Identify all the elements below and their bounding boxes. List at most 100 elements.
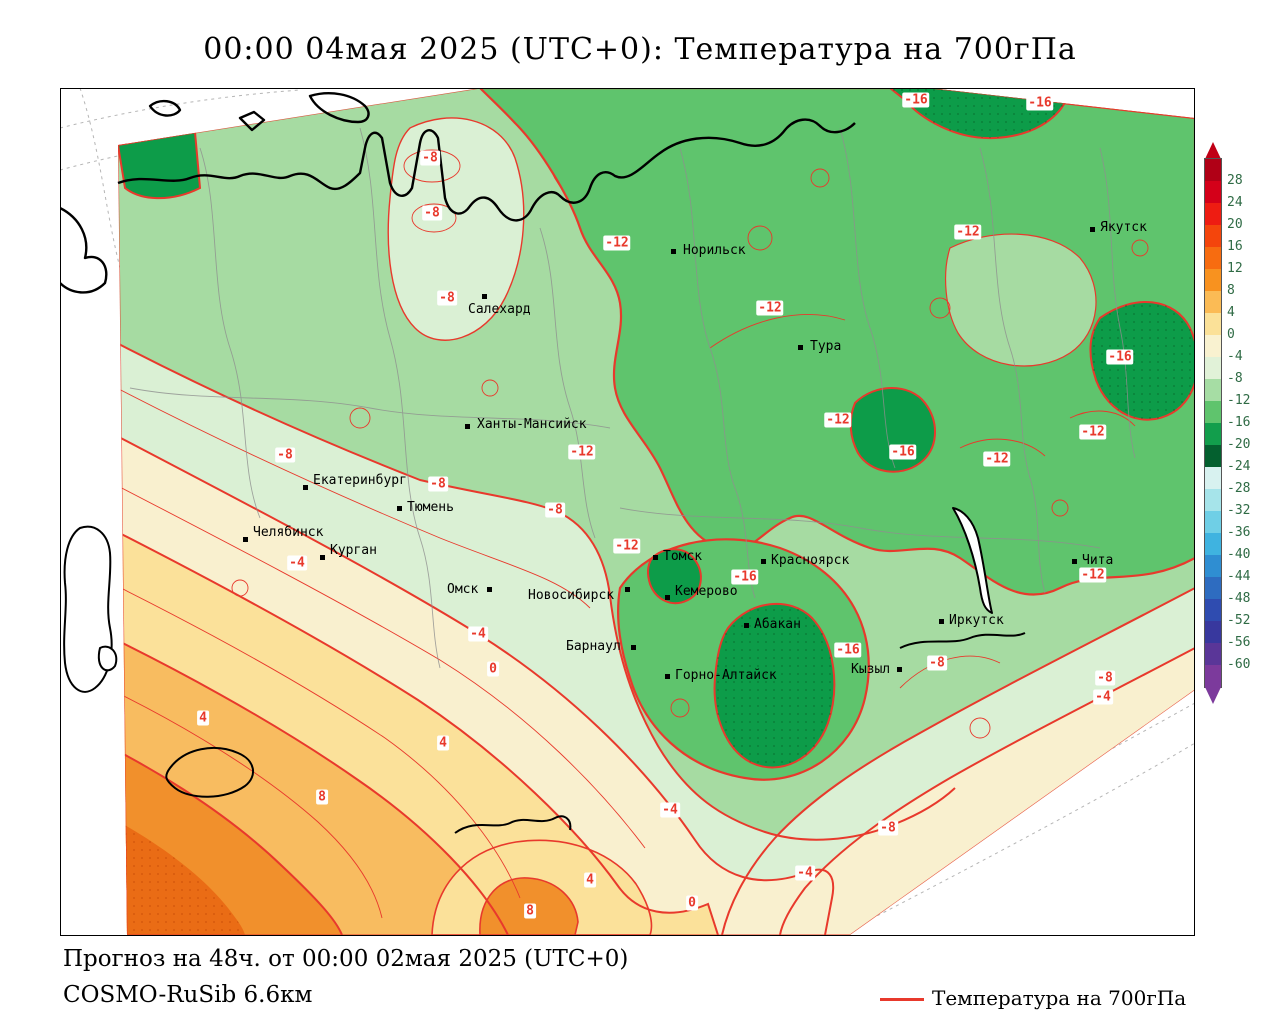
colorbar-cell bbox=[1205, 489, 1221, 511]
city-marker bbox=[798, 345, 803, 350]
city-label: Кемерово bbox=[675, 584, 738, 599]
city-label: Томск bbox=[663, 549, 703, 564]
colorbar-tick-label: 28 bbox=[1227, 173, 1243, 188]
colorbar-cell bbox=[1205, 225, 1221, 247]
contour-label: 0 bbox=[487, 661, 499, 677]
colorbar-cell bbox=[1205, 423, 1221, 445]
colorbar-cell bbox=[1205, 621, 1221, 643]
city-marker bbox=[631, 645, 636, 650]
city-label: Курган bbox=[330, 543, 377, 558]
city-marker bbox=[939, 619, 944, 624]
contour-label: -8 bbox=[1095, 670, 1115, 686]
city-marker bbox=[761, 559, 766, 564]
colorbar-cell bbox=[1205, 467, 1221, 489]
contour-label: -8 bbox=[927, 655, 947, 671]
colorbar-cell bbox=[1205, 445, 1221, 467]
colorbar-cell bbox=[1205, 247, 1221, 269]
model-info: COSMO-RuSib 6.6км bbox=[63, 982, 313, 1008]
colorbar-tick-label: -20 bbox=[1227, 437, 1251, 452]
colorbar-tick-label: 0 bbox=[1227, 327, 1235, 342]
city-label: Красноярск bbox=[771, 553, 850, 568]
contour-label: -8 bbox=[878, 820, 898, 836]
colorbar-cell bbox=[1205, 665, 1221, 687]
city-label: Омск bbox=[447, 582, 479, 597]
temperature-map-canvas bbox=[60, 88, 1195, 936]
city-label: Норильск bbox=[683, 243, 746, 258]
colorbar-cell bbox=[1205, 643, 1221, 665]
colorbar-cell bbox=[1205, 159, 1221, 181]
city-label: Горно-Алтайск bbox=[675, 668, 777, 683]
colorbar-tick-label: -12 bbox=[1227, 393, 1251, 408]
contour-label: -4 bbox=[1093, 689, 1113, 705]
forecast-info: Прогноз на 48ч. от 00:00 02мая 2025 (UTC… bbox=[63, 946, 629, 972]
contour-label: -12 bbox=[613, 538, 641, 554]
contour-label: -8 bbox=[422, 205, 442, 221]
contour-label: 4 bbox=[437, 735, 449, 751]
colorbar-tick-label: -60 bbox=[1227, 657, 1251, 672]
contour-label: -8 bbox=[545, 502, 565, 518]
colorbar-tick-label: -48 bbox=[1227, 591, 1251, 606]
contour-label: -8 bbox=[420, 150, 440, 166]
contour-label: -12 bbox=[1079, 567, 1107, 583]
contour-label: -12 bbox=[603, 235, 631, 251]
contour-label: -12 bbox=[983, 451, 1011, 467]
colorbar-cell bbox=[1205, 357, 1221, 379]
temperature-field bbox=[118, 88, 1195, 935]
city-label: Барнаул bbox=[566, 639, 621, 654]
city-marker bbox=[625, 587, 630, 592]
colorbar-tick-label: -52 bbox=[1227, 613, 1251, 628]
contour-label: -16 bbox=[731, 569, 759, 585]
admin-boundaries bbox=[129, 127, 1136, 669]
coastline bbox=[60, 92, 856, 294]
city-marker bbox=[243, 537, 248, 542]
city-marker bbox=[897, 667, 902, 672]
colorbar-tick-label: -4 bbox=[1227, 349, 1243, 364]
city-label: Кызыл bbox=[851, 662, 891, 677]
city-marker bbox=[1090, 227, 1095, 232]
colorbar-tick-label: -28 bbox=[1227, 481, 1251, 496]
city-label: Екатеринбург bbox=[313, 473, 407, 488]
temperature-colorbar bbox=[1204, 158, 1222, 688]
contour-label: -16 bbox=[1106, 349, 1134, 365]
contour-label: -12 bbox=[756, 300, 784, 316]
colorbar-cell bbox=[1205, 401, 1221, 423]
lakes-and-borders bbox=[63, 507, 1026, 834]
colorbar-cell bbox=[1205, 291, 1221, 313]
contour-label: 4 bbox=[197, 710, 209, 726]
colorbar-tick-label: 4 bbox=[1227, 305, 1235, 320]
page-title: 00:00 04мая 2025 (UTC+0): Температура на… bbox=[203, 32, 1077, 67]
contour-label: -8 bbox=[437, 290, 457, 306]
colorbar-cell bbox=[1205, 269, 1221, 291]
colorbar-tick-label: 20 bbox=[1227, 217, 1243, 232]
colorbar-tick-label: 8 bbox=[1227, 283, 1235, 298]
colorbar-tick-label: -24 bbox=[1227, 459, 1251, 474]
city-label: Тура bbox=[810, 339, 842, 354]
contour-label: -12 bbox=[1079, 424, 1107, 440]
colorbar-tick-label: -16 bbox=[1227, 415, 1251, 430]
colorbar-tick-label: -36 bbox=[1227, 525, 1251, 540]
contour-label: -4 bbox=[795, 865, 815, 881]
contour-label: -16 bbox=[889, 444, 917, 460]
colorbar-arrow-down-icon bbox=[1205, 687, 1221, 704]
colorbar-tick-label: -32 bbox=[1227, 503, 1251, 518]
legend-contour-line bbox=[880, 998, 924, 1001]
city-marker bbox=[303, 485, 308, 490]
map-frame bbox=[60, 88, 1195, 936]
city-label: Салехард bbox=[468, 302, 531, 317]
city-label: Абакан bbox=[754, 617, 801, 632]
contour-label: 8 bbox=[524, 903, 536, 919]
colorbar-tick-label: -44 bbox=[1227, 569, 1251, 584]
city-label: Ханты-Мансийск bbox=[477, 417, 587, 432]
contour-label: 8 bbox=[316, 789, 328, 805]
city-label: Тюмень bbox=[407, 500, 454, 515]
city-marker bbox=[1072, 559, 1077, 564]
city-marker bbox=[465, 424, 470, 429]
city-marker bbox=[397, 506, 402, 511]
contour-label: -4 bbox=[468, 626, 488, 642]
colorbar-cell bbox=[1205, 577, 1221, 599]
legend-label: Температура на 700гПа bbox=[932, 986, 1187, 1010]
colorbar-cell bbox=[1205, 511, 1221, 533]
contour-label: -8 bbox=[428, 476, 448, 492]
city-marker bbox=[744, 623, 749, 628]
city-marker bbox=[320, 555, 325, 560]
